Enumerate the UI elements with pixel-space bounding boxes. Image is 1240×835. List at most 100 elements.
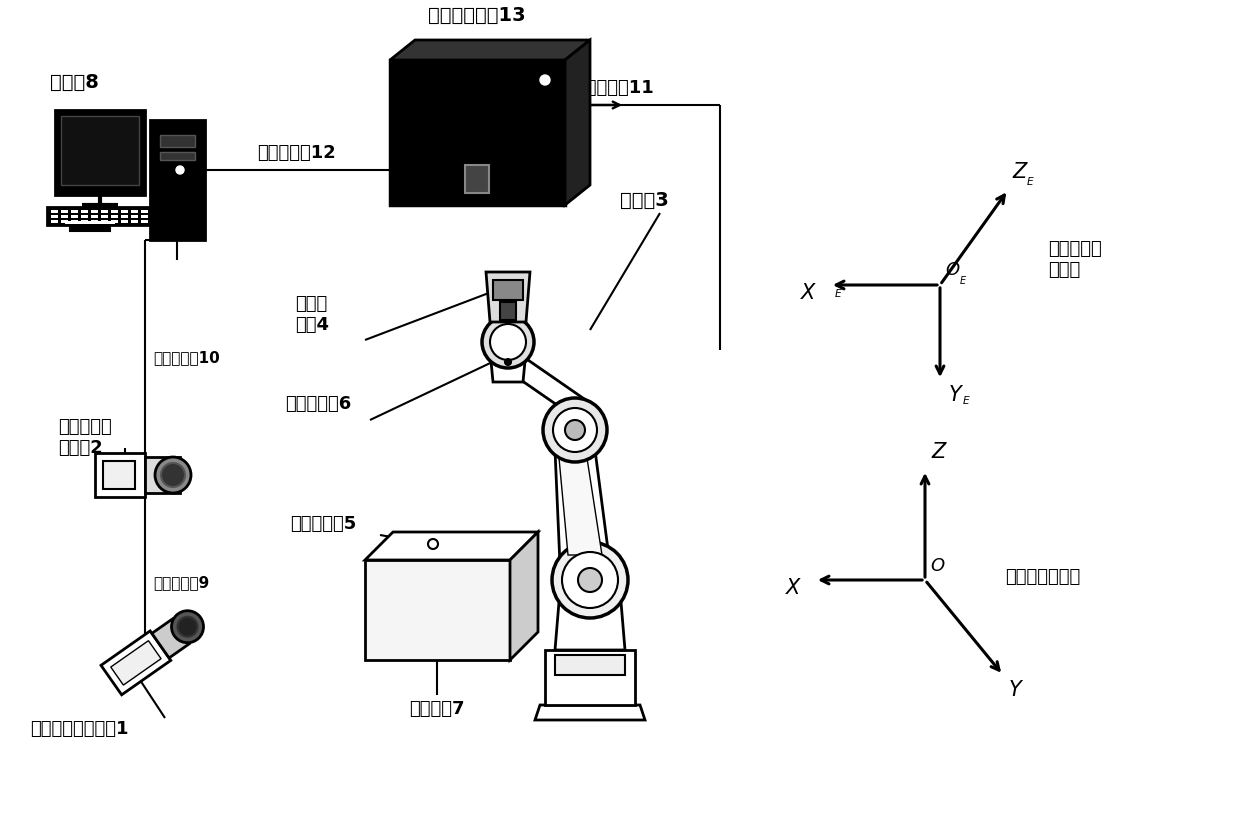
Circle shape	[428, 539, 438, 549]
FancyBboxPatch shape	[465, 165, 489, 193]
Circle shape	[562, 552, 618, 608]
FancyBboxPatch shape	[91, 210, 98, 213]
Text: $_E$: $_E$	[835, 286, 843, 301]
Text: $_E$: $_E$	[1025, 173, 1035, 188]
Polygon shape	[510, 532, 538, 660]
FancyBboxPatch shape	[500, 302, 516, 320]
Circle shape	[543, 398, 608, 462]
Circle shape	[539, 75, 551, 85]
Text: $X$: $X$	[785, 578, 804, 598]
Polygon shape	[365, 560, 510, 660]
Polygon shape	[492, 360, 593, 405]
Polygon shape	[486, 272, 529, 322]
Circle shape	[171, 610, 203, 643]
FancyBboxPatch shape	[145, 457, 180, 493]
FancyBboxPatch shape	[51, 220, 58, 223]
FancyBboxPatch shape	[112, 210, 118, 213]
Text: 视觉联接线10: 视觉联接线10	[153, 350, 219, 365]
FancyBboxPatch shape	[122, 220, 128, 223]
FancyBboxPatch shape	[61, 116, 139, 185]
Text: 末端执
行器4: 末端执 行器4	[295, 295, 329, 334]
FancyBboxPatch shape	[69, 225, 110, 231]
FancyBboxPatch shape	[81, 215, 88, 218]
FancyBboxPatch shape	[61, 215, 68, 218]
FancyBboxPatch shape	[141, 215, 148, 218]
FancyBboxPatch shape	[150, 120, 205, 240]
FancyBboxPatch shape	[112, 220, 118, 223]
Text: 机器人基坐标系: 机器人基坐标系	[1004, 568, 1080, 586]
Text: 视觉联接线9: 视觉联接线9	[153, 575, 210, 590]
FancyBboxPatch shape	[131, 215, 138, 218]
Text: 机器人控制器13: 机器人控制器13	[428, 6, 526, 25]
Text: 操作平台7: 操作平台7	[409, 700, 465, 718]
FancyBboxPatch shape	[47, 207, 157, 225]
FancyBboxPatch shape	[100, 215, 108, 218]
Text: 第一显微视觉系统1: 第一显微视觉系统1	[30, 720, 129, 738]
FancyBboxPatch shape	[546, 650, 635, 705]
FancyBboxPatch shape	[81, 210, 88, 213]
Text: $_E$: $_E$	[959, 273, 967, 287]
FancyBboxPatch shape	[64, 221, 115, 224]
Circle shape	[565, 420, 585, 440]
Text: 第一显微视
觉系统2: 第一显微视 觉系统2	[58, 418, 112, 457]
Circle shape	[578, 568, 601, 592]
Text: $Z$: $Z$	[1012, 162, 1029, 182]
Text: 第一控制线11: 第一控制线11	[575, 79, 653, 97]
Circle shape	[155, 457, 191, 493]
Text: $X$: $X$	[801, 283, 818, 303]
FancyBboxPatch shape	[51, 215, 58, 218]
Circle shape	[161, 463, 185, 487]
FancyBboxPatch shape	[141, 220, 148, 223]
Circle shape	[552, 542, 627, 618]
Circle shape	[505, 359, 511, 365]
FancyBboxPatch shape	[71, 220, 78, 223]
FancyBboxPatch shape	[131, 210, 138, 213]
Circle shape	[490, 324, 526, 360]
FancyBboxPatch shape	[55, 110, 145, 195]
FancyBboxPatch shape	[112, 215, 118, 218]
Text: 机器人3: 机器人3	[620, 191, 668, 210]
FancyBboxPatch shape	[141, 210, 148, 213]
Polygon shape	[534, 705, 645, 720]
FancyBboxPatch shape	[160, 135, 195, 147]
FancyBboxPatch shape	[494, 280, 523, 300]
Polygon shape	[489, 330, 528, 382]
Text: 计算机8: 计算机8	[50, 73, 99, 92]
Circle shape	[553, 408, 596, 452]
Text: 末端执行器
坐标系: 末端执行器 坐标系	[1048, 240, 1102, 279]
FancyBboxPatch shape	[95, 453, 145, 497]
FancyBboxPatch shape	[61, 210, 68, 213]
Polygon shape	[151, 619, 190, 658]
FancyBboxPatch shape	[51, 210, 58, 213]
Text: $Y$: $Y$	[1008, 680, 1024, 700]
FancyBboxPatch shape	[100, 220, 108, 223]
Text: $Y$: $Y$	[949, 385, 965, 405]
Circle shape	[176, 166, 184, 174]
Polygon shape	[556, 450, 610, 565]
FancyBboxPatch shape	[71, 210, 78, 213]
FancyBboxPatch shape	[81, 220, 88, 223]
FancyBboxPatch shape	[556, 655, 625, 675]
FancyBboxPatch shape	[100, 210, 108, 213]
Polygon shape	[565, 40, 590, 205]
Text: 第二控制线12: 第二控制线12	[258, 144, 336, 162]
FancyBboxPatch shape	[61, 220, 68, 223]
Text: $_E$: $_E$	[962, 392, 971, 407]
Polygon shape	[559, 458, 601, 555]
FancyBboxPatch shape	[122, 215, 128, 218]
FancyBboxPatch shape	[131, 220, 138, 223]
Text: $O$: $O$	[930, 557, 945, 575]
Circle shape	[177, 617, 197, 637]
Text: 第一微零件5: 第一微零件5	[290, 515, 356, 533]
Text: $Z$: $Z$	[931, 442, 949, 462]
Polygon shape	[100, 631, 171, 695]
Polygon shape	[391, 40, 590, 60]
Text: $O$: $O$	[945, 261, 961, 279]
Polygon shape	[110, 640, 161, 685]
Polygon shape	[365, 532, 538, 560]
FancyBboxPatch shape	[122, 210, 128, 213]
FancyBboxPatch shape	[160, 152, 195, 160]
Text: 第二微零件6: 第二微零件6	[285, 395, 351, 413]
FancyBboxPatch shape	[71, 215, 78, 218]
FancyBboxPatch shape	[91, 220, 98, 223]
